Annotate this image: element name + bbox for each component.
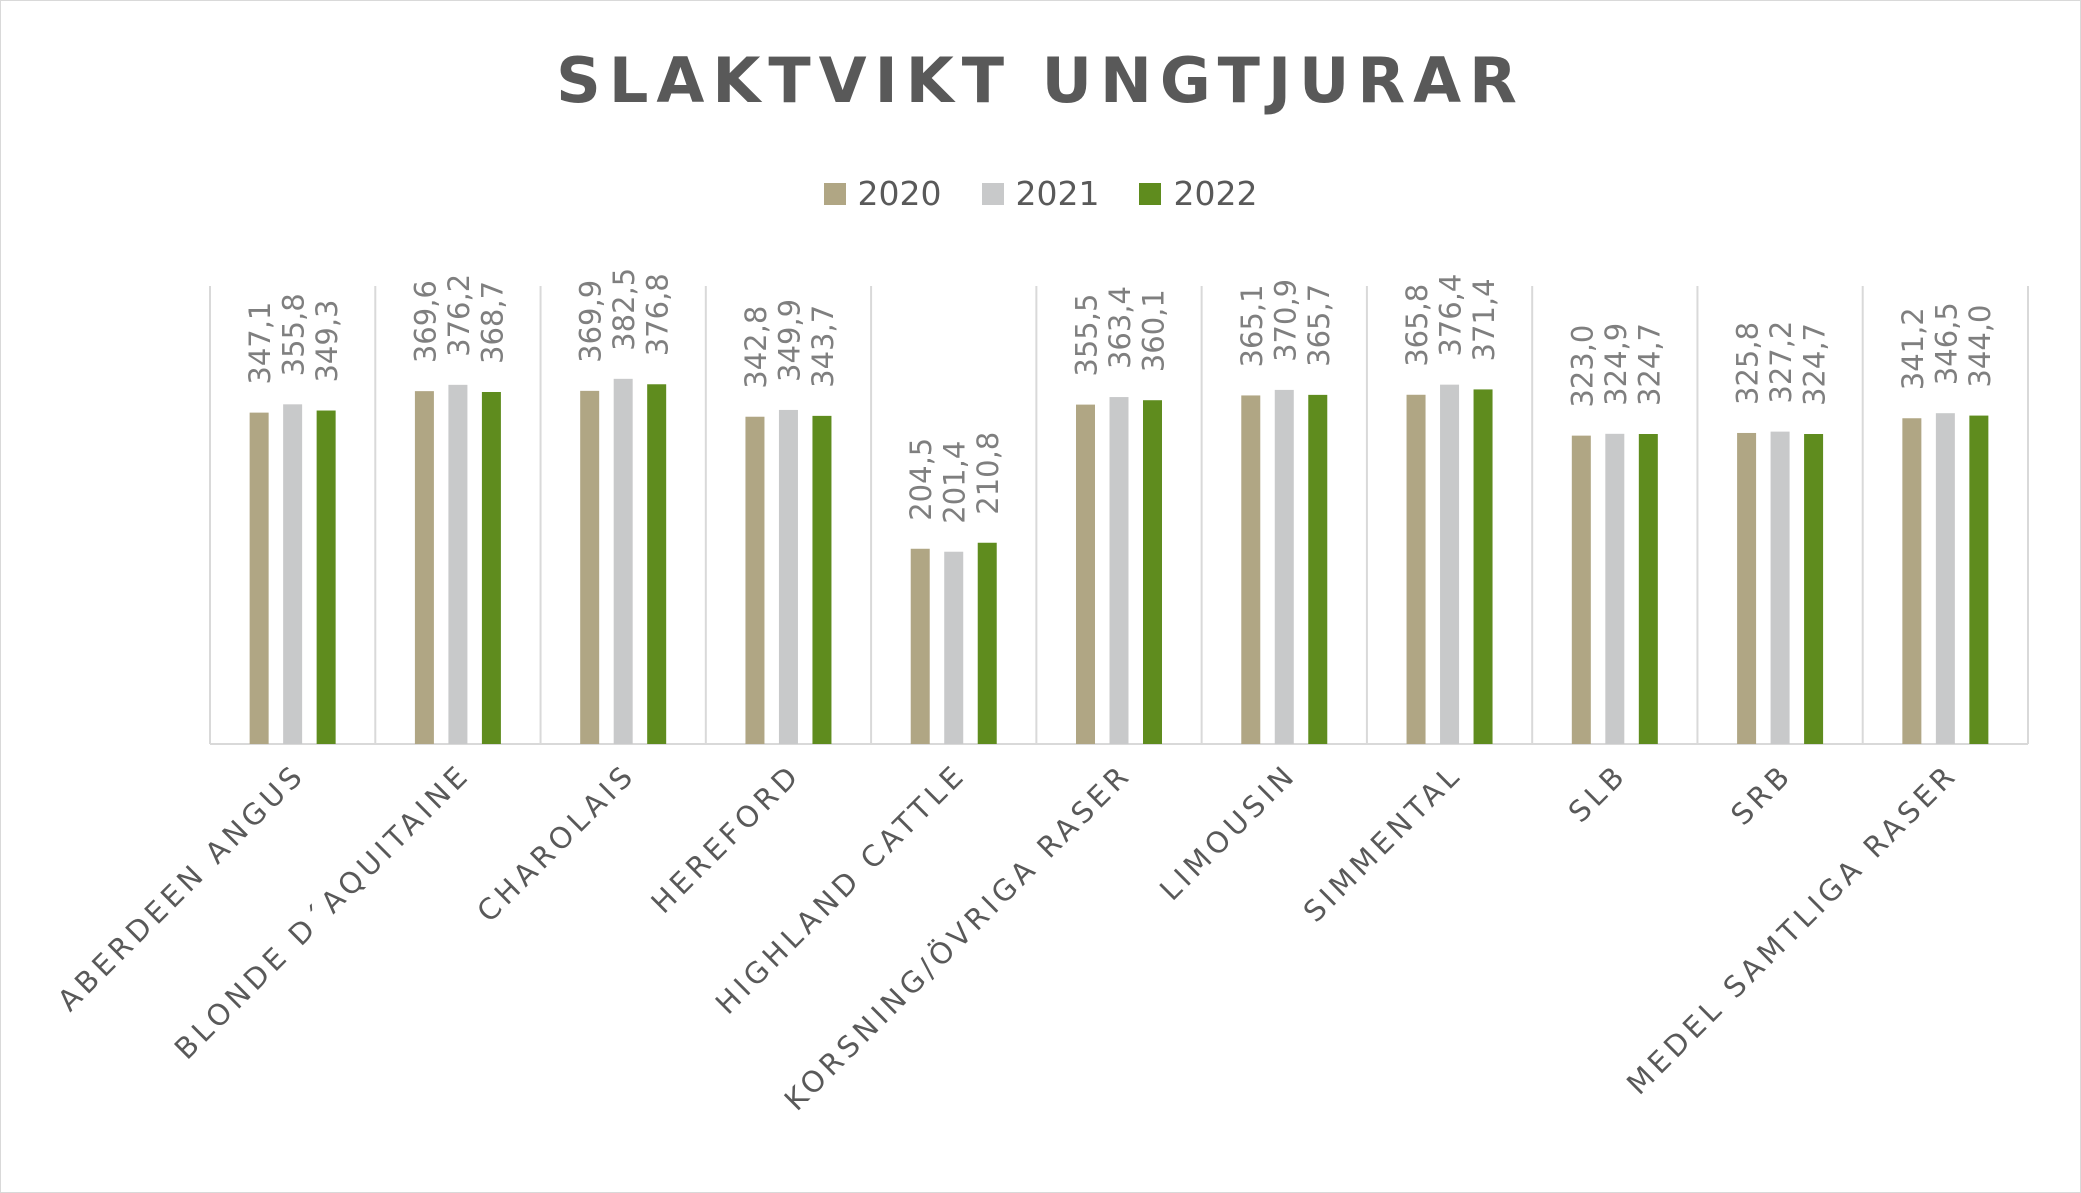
bar-2021: [1935, 413, 1955, 744]
legend-label-2020: 2020: [857, 174, 942, 213]
chart-title: SLAKTVIKT UNGTJURAR: [556, 44, 1525, 117]
bar-2022: [1969, 415, 1989, 744]
bar-2020: [745, 416, 765, 744]
data-label: 368,7: [475, 281, 509, 364]
bar-2021: [1770, 431, 1790, 744]
bar-2022: [1638, 434, 1658, 744]
data-label: 325,8: [1731, 322, 1765, 405]
data-label: 365,8: [1400, 284, 1434, 367]
data-label: 382,5: [607, 268, 641, 351]
bar-2022: [812, 415, 832, 744]
data-label: 371,4: [1467, 278, 1501, 361]
data-label: 324,7: [1632, 323, 1666, 406]
legend-swatch-2021: [981, 182, 1004, 205]
data-label: 324,7: [1798, 323, 1832, 406]
data-label: 342,8: [739, 306, 773, 389]
bar-2021: [613, 378, 633, 744]
bar-2021: [944, 551, 964, 744]
legend-swatch-2020: [823, 182, 846, 205]
bar-2022: [1473, 389, 1493, 744]
bar-2021: [1605, 433, 1625, 744]
bar-2022: [316, 410, 336, 744]
x-tick-label: SRB: [1724, 757, 1799, 832]
data-label: 376,4: [1434, 274, 1468, 357]
legend: 2020 2021 2022: [0, 174, 2081, 213]
x-tick-label: SIMMENTAL: [1297, 757, 1469, 929]
bar-2022: [1804, 434, 1824, 744]
data-label: 355,5: [1070, 294, 1104, 377]
data-label: 210,8: [971, 432, 1005, 515]
data-label: 344,0: [1963, 305, 1997, 388]
data-label: 370,9: [1268, 279, 1302, 362]
data-label: 355,8: [277, 293, 311, 376]
x-tick-label: CHAROLAIS: [470, 757, 642, 929]
bar-2020: [249, 412, 269, 744]
x-tick-label: SLB: [1562, 757, 1634, 829]
data-label: 349,9: [772, 299, 806, 382]
x-tick-label: LIMOUSIN: [1153, 757, 1303, 907]
data-label: 343,7: [806, 305, 840, 388]
x-tick-label: BLONDE D´AQUITAINE: [168, 757, 477, 1066]
data-label: 376,2: [442, 274, 476, 357]
x-tick-label: KORSNING/ÖVRIGA RASER: [778, 757, 1138, 1117]
bar-2021: [1440, 384, 1460, 744]
data-label: 360,1: [1137, 289, 1171, 372]
x-tick-label: MEDEL SAMTLIGA RASER: [1620, 757, 1964, 1101]
bar-2022: [1143, 400, 1162, 744]
bar-2021: [778, 409, 798, 744]
bar-2021: [448, 384, 468, 744]
bar-2020: [1406, 394, 1426, 744]
data-label: 349,3: [310, 299, 344, 382]
legend-item-2020: 2020: [823, 174, 942, 213]
bar-2020: [414, 391, 434, 744]
legend-item-2021: 2021: [981, 174, 1100, 213]
legend-swatch-2022: [1139, 182, 1162, 205]
data-label: 369,9: [574, 280, 608, 363]
x-tick-label: HEREFORD: [644, 757, 807, 920]
bar-2020: [910, 548, 930, 744]
data-label: 347,1: [243, 302, 277, 385]
bar-2021: [1274, 389, 1294, 744]
data-label: 324,9: [1599, 323, 1633, 406]
bar-2021: [283, 404, 303, 744]
data-label: 365,7: [1302, 284, 1336, 367]
bar-2020: [1902, 418, 1922, 744]
data-label: 327,2: [1764, 321, 1798, 404]
data-label: 376,8: [641, 273, 675, 356]
bar-2021: [1109, 397, 1129, 744]
bar-2020: [1076, 404, 1095, 744]
data-label: 346,5: [1929, 302, 1963, 385]
bar-2020: [1737, 432, 1757, 744]
bar-2020: [1241, 395, 1261, 744]
bar-2020: [1571, 435, 1591, 744]
bar-2022: [481, 392, 501, 744]
bar-2020: [580, 390, 600, 744]
data-label: 204,5: [904, 438, 938, 521]
data-label: 341,2: [1896, 307, 1930, 390]
data-label: 323,0: [1565, 325, 1599, 408]
legend-label-2022: 2022: [1173, 174, 1258, 213]
data-label: 365,1: [1235, 284, 1269, 367]
bar-2022: [977, 542, 997, 744]
bar-2022: [647, 384, 667, 744]
bar-2022: [1308, 394, 1328, 744]
data-label: 201,4: [938, 441, 972, 524]
legend-label-2021: 2021: [1015, 174, 1100, 213]
legend-item-2022: 2022: [1139, 174, 1257, 213]
data-label: 363,4: [1103, 286, 1137, 369]
data-label: 369,6: [408, 280, 442, 363]
